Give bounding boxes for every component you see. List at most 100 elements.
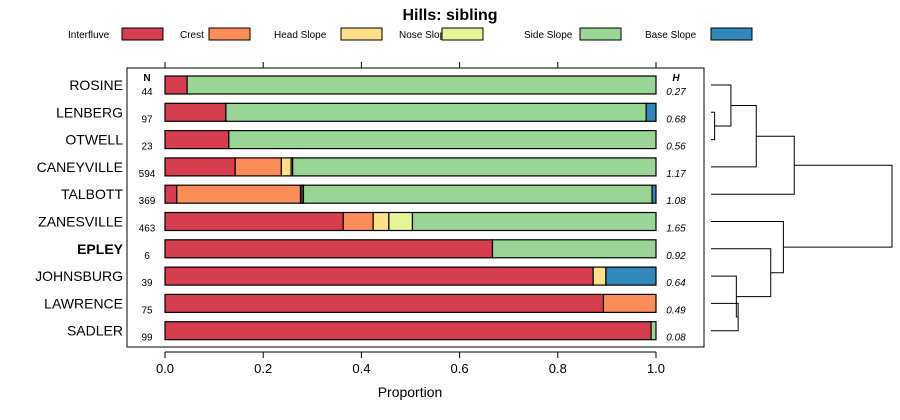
bar-segment-epley-interfluve: [164, 239, 494, 259]
dendrogram-link-0: [711, 111, 716, 141]
x-axis: 0.0 0.2 0.4 0.6 0.8 1.0: [156, 351, 665, 376]
h-value-rosine: 0.27: [666, 87, 686, 98]
plot-frame: [126, 67, 705, 348]
h-value-zanesville: 1.65: [666, 224, 686, 235]
dendrogram-link-7: [711, 221, 784, 274]
bar-row-otwell: [164, 130, 657, 150]
bar-row-johnsburg: [164, 266, 657, 286]
n-value-otwell: 23: [141, 142, 153, 153]
bar-segment-lenberg-base-slope: [645, 102, 657, 122]
bar-segment-talbott-base-slope: [651, 184, 657, 204]
h-value-lenberg: 0.68: [666, 114, 686, 125]
bar-row-zanesville: [164, 211, 657, 232]
n-value-sadler: 99: [141, 333, 153, 344]
x-tick-label-2: 0.4: [352, 361, 370, 376]
bar-segment-rosine-interfluve: [164, 75, 188, 95]
bar-segment-talbott-crest: [176, 184, 302, 204]
dendrogram-link-2: [711, 104, 757, 168]
legend-label-base-slope: Base Slope: [645, 30, 697, 41]
h-value-epley: 0.92: [666, 251, 686, 262]
row-label-caneyville: CANEYVILLE: [37, 159, 123, 175]
h-value-otwell: 0.56: [666, 142, 686, 153]
h-value-lawrence: 0.49: [666, 305, 686, 316]
bar-segment-sadler-interfluve: [164, 321, 652, 341]
n-value-caneyville: 594: [139, 169, 156, 180]
bar-segment-rosine-side-slope: [186, 75, 657, 95]
x-tick-label-4: 0.8: [549, 361, 567, 376]
row-label-lenberg: LENBERG: [56, 104, 123, 120]
bar-segment-johnsburg-interfluve: [164, 266, 594, 286]
x-tick-label-5: 1.0: [647, 361, 665, 376]
bar-segment-sadler-side-slope: [650, 321, 657, 341]
dendrogram-link-1: [711, 84, 732, 127]
bar-row-sadler: [164, 321, 657, 341]
bar-row-lenberg: [164, 102, 657, 122]
bar-segment-lawrence-interfluve: [164, 293, 605, 313]
h-value-talbott: 1.08: [666, 196, 686, 207]
bar-segment-zanesville-interfluve: [164, 211, 344, 232]
bar-segment-otwell-side-slope: [228, 130, 657, 150]
dendrogram: [711, 84, 893, 332]
row-label-johnsburg: JOHNSBURG: [35, 268, 123, 284]
legend-swatch-base-slope: [710, 27, 753, 41]
n-value-rosine: 44: [141, 87, 153, 98]
bar-segment-lenberg-interfluve: [164, 102, 227, 122]
dendrogram-link-4: [711, 302, 739, 332]
bar-segment-zanesville-side-slope: [411, 211, 657, 232]
bar-segment-caneyville-head-slope: [280, 157, 292, 177]
bar-row-caneyville: [164, 157, 657, 177]
bar-segment-caneyville-crest: [234, 157, 282, 177]
bar-segment-zanesville-crest: [342, 211, 374, 232]
legend-label-crest: Crest: [180, 30, 204, 41]
row-label-talbott: TALBOTT: [61, 186, 123, 202]
legend-swatch-nose-slope: [441, 27, 484, 41]
bar-segment-zanesville-head-slope: [372, 211, 390, 232]
h-value-johnsburg: 0.64: [666, 278, 686, 289]
dendrogram-link-6: [711, 248, 772, 298]
n-value-epley: 6: [144, 251, 150, 262]
bar-segment-lenberg-side-slope: [225, 102, 647, 122]
legend-label-interfluve: Interfluve: [68, 30, 110, 41]
row-labels: ROSINE 44 0.27 LENBERG 97 0.68 OTWELL 23 0.56 CAN…: [35, 77, 686, 344]
bar-segment-johnsburg-head-slope: [592, 266, 607, 286]
bar-row-lawrence: [164, 293, 657, 313]
dendrogram-link-3: [711, 135, 795, 195]
bars: [164, 75, 657, 341]
row-label-sadler: SADLER: [67, 323, 123, 339]
bar-segment-talbott-side-slope: [302, 184, 653, 204]
bar-row-rosine: [164, 75, 657, 95]
h-value-sadler: 0.08: [666, 333, 686, 344]
bar-segment-lawrence-crest: [602, 293, 657, 313]
bar-segment-epley-side-slope: [491, 239, 657, 259]
row-label-zanesville: ZANESVILLE: [38, 214, 123, 230]
x-tick-label-1: 0.2: [254, 361, 272, 376]
bar-segment-zanesville-nose-slope: [388, 211, 414, 232]
bar-row-talbott: [164, 184, 657, 204]
row-label-epley: EPLEY: [77, 241, 124, 257]
chart-title: Hills: sibling: [402, 7, 497, 24]
n-value-zanesville: 463: [139, 224, 156, 235]
h-column-header: H: [672, 73, 680, 84]
legend-swatch-head-slope: [340, 27, 383, 41]
bar-segment-caneyville-side-slope: [292, 157, 657, 177]
bar-row-epley: [164, 239, 657, 259]
legend-label-head-slope: Head Slope: [274, 30, 327, 41]
dendrogram-link-8: [783, 164, 893, 248]
bar-segment-otwell-interfluve: [164, 130, 230, 150]
legend-swatch-crest: [208, 27, 251, 41]
dendrogram-link-5: [711, 275, 739, 318]
bar-segment-talbott-interfluve: [164, 184, 178, 204]
legend-swatch-interfluve: [121, 27, 164, 41]
x-tick-label-3: 0.6: [451, 361, 469, 376]
x-axis-title: Proportion: [378, 384, 443, 400]
row-label-rosine: ROSINE: [69, 77, 123, 93]
n-value-talbott: 369: [139, 196, 156, 207]
bar-segment-johnsburg-base-slope: [605, 266, 657, 286]
row-label-otwell: OTWELL: [65, 132, 123, 148]
legend-label-nose-slope: Nose Slope: [399, 30, 451, 41]
n-column-header: N: [143, 73, 150, 84]
n-value-lawrence: 75: [141, 305, 153, 316]
n-value-johnsburg: 39: [141, 278, 153, 289]
legend: Interfluve Crest Head Slope Nose Slope Side …: [68, 27, 753, 41]
